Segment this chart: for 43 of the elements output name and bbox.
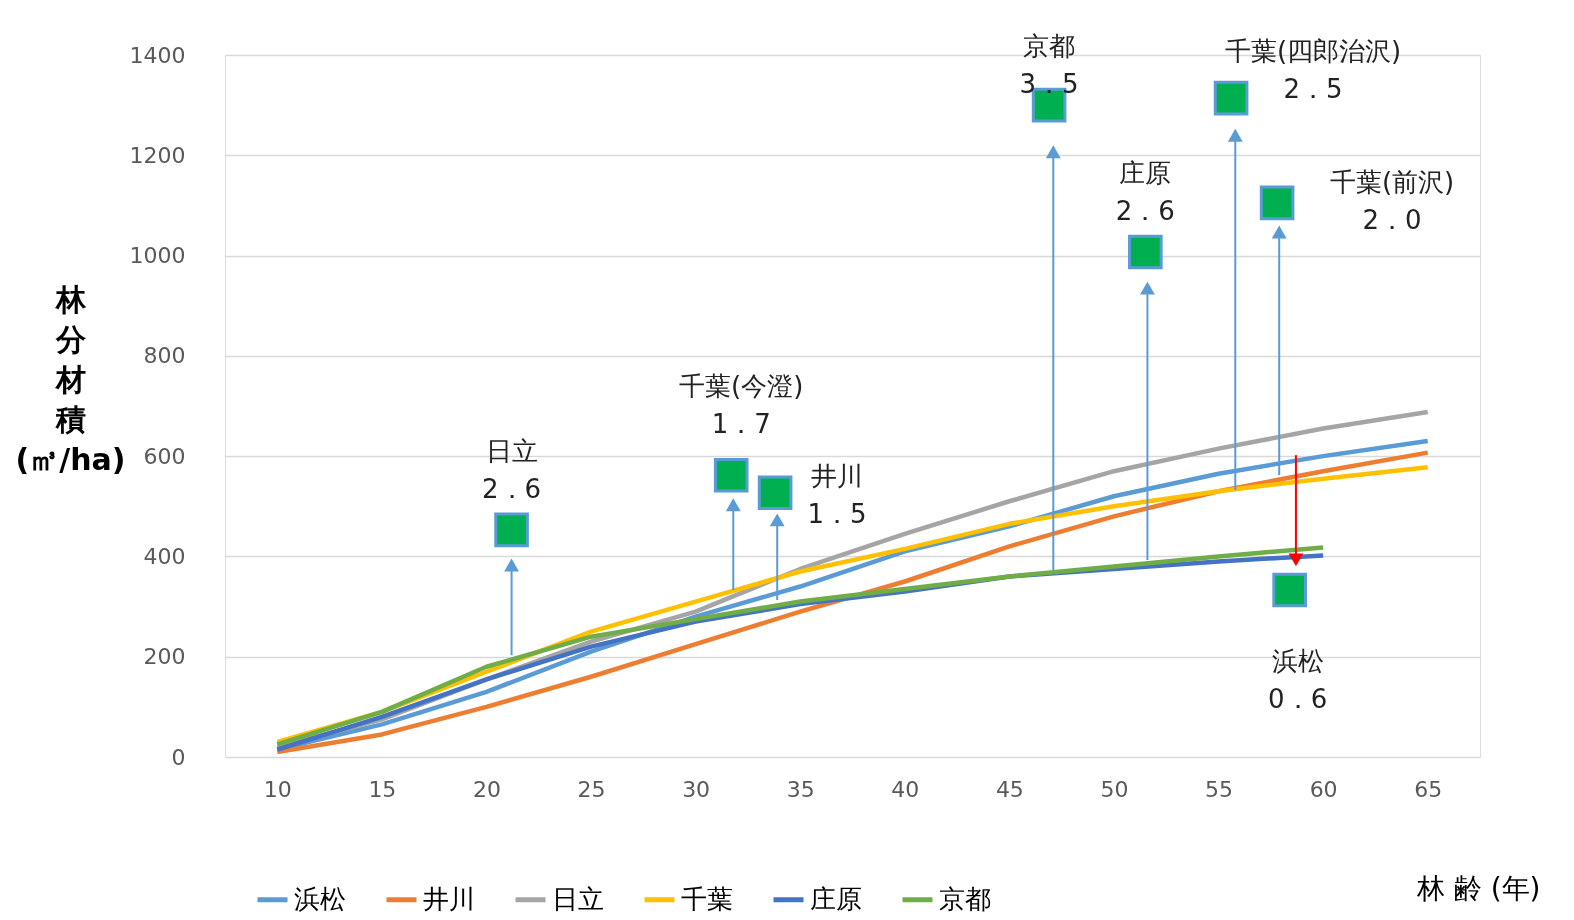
x-tick-label: 50 [1100, 776, 1129, 802]
annotation: 浜松 0．6 [1268, 646, 1328, 715]
x-tick-label: 35 [786, 776, 815, 802]
x-tick-label: 65 [1414, 776, 1443, 802]
annotation: 千葉(四郎治沢) 2．5 [1224, 36, 1402, 105]
x-tick-label: 20 [472, 776, 501, 802]
annotation: 井川 1．5 [807, 460, 867, 529]
legend-label: 庄原 [810, 883, 862, 914]
y-axis-title: 林分材積(㎥/ha) [15, 281, 126, 477]
legend-label: 浜松 [294, 883, 346, 914]
point [713, 457, 749, 493]
point [1128, 234, 1163, 270]
x-tick-label: 55 [1205, 776, 1234, 802]
point [494, 512, 529, 548]
y-tick-label: 200 [143, 644, 186, 670]
legend-label: 千葉 [681, 883, 733, 914]
legend-label: 井川 [423, 883, 475, 914]
legend-label: 日立 [552, 883, 604, 914]
x-tick-label: 25 [577, 776, 606, 802]
y-tick-label: 600 [143, 443, 186, 469]
y-tick-label: 0 [171, 744, 186, 770]
x-tick-label: 45 [995, 776, 1024, 802]
point [1272, 572, 1307, 608]
y-tick-label: 1200 [129, 142, 186, 168]
x-tick-label: 30 [682, 776, 711, 802]
y-tick-label: 1000 [129, 243, 186, 269]
x-tick-label: 15 [368, 776, 397, 802]
annotation: 日立 2．6 [482, 435, 542, 504]
x-tick-label: 40 [891, 776, 920, 802]
point [757, 475, 793, 511]
y-tick-label: 400 [143, 543, 186, 569]
annotation: 千葉(今澄) 1．7 [679, 371, 804, 440]
annotation: 京都 3．5 [1019, 31, 1079, 100]
point [1259, 185, 1295, 221]
x-axis-title: 林 齢 (年) [1415, 871, 1541, 905]
annotation: 庄原 2．6 [1115, 158, 1175, 227]
y-tick-label: 800 [143, 343, 186, 369]
x-tick-label: 10 [263, 776, 292, 802]
point [1213, 80, 1249, 116]
annotation: 千葉(前沢) 2．0 [1329, 166, 1455, 235]
y-tick-label: 1400 [129, 42, 186, 68]
x-tick-label: 60 [1309, 776, 1338, 802]
legend-label: 京都 [939, 883, 991, 914]
